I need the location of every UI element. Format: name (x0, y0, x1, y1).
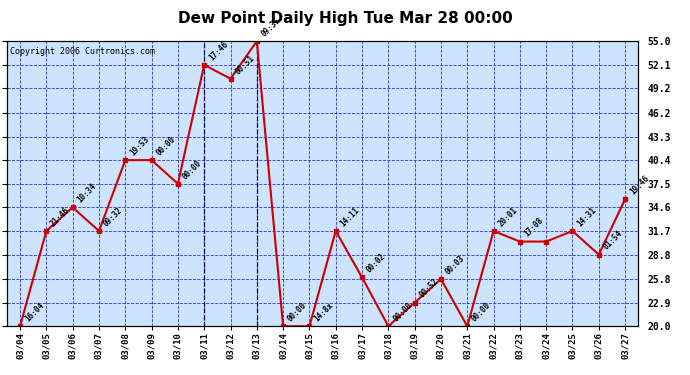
Text: 21:46: 21:46 (49, 206, 72, 228)
Text: 16:04: 16:04 (23, 301, 46, 324)
Text: Copyright 2006 Curtronics.com: Copyright 2006 Curtronics.com (10, 47, 155, 56)
Text: 00:00: 00:00 (470, 301, 493, 324)
Text: 00:03: 00:03 (444, 254, 466, 276)
Text: 00:00: 00:00 (391, 301, 414, 324)
Text: 01:54: 01:54 (602, 229, 624, 252)
Text: 17:46: 17:46 (207, 39, 230, 62)
Text: Dew Point Daily High Tue Mar 28 00:00: Dew Point Daily High Tue Mar 28 00:00 (177, 11, 513, 26)
Text: 00:52: 00:52 (417, 277, 440, 300)
Text: 09:32: 09:32 (101, 206, 124, 228)
Text: 00:02: 00:02 (365, 252, 388, 274)
Text: 00:00: 00:00 (181, 158, 204, 181)
Text: 19:46: 19:46 (628, 174, 651, 196)
Text: 00:00: 00:00 (286, 301, 308, 324)
Text: 19:53: 19:53 (128, 135, 151, 158)
Text: 00:00: 00:00 (155, 135, 177, 158)
Text: 14:31: 14:31 (575, 206, 598, 228)
Text: 09:35: 09:35 (259, 16, 282, 39)
Text: 14:11: 14:11 (339, 206, 362, 228)
Text: 10:34: 10:34 (75, 182, 98, 205)
Text: 00:51: 00:51 (233, 53, 256, 76)
Text: 20:01: 20:01 (496, 206, 519, 228)
Text: 14:8x: 14:8x (312, 301, 335, 324)
Text: 17:08: 17:08 (522, 216, 545, 239)
